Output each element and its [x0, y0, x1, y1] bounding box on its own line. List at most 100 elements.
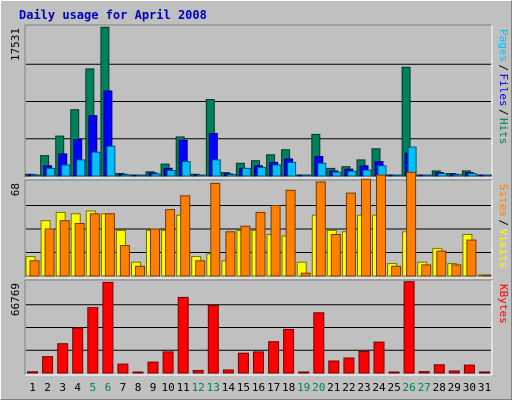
- bar-kbytes-day-16: [253, 351, 264, 374]
- bar-kbytes-day-24: [373, 341, 385, 374]
- bar-sites-day-18: [285, 189, 296, 277]
- bar-kbytes-day-2: [42, 356, 54, 374]
- day-label-12: 12: [192, 381, 205, 394]
- bar-pages-day-27: [422, 174, 432, 177]
- bar-sites-day-23: [361, 178, 371, 277]
- bar-pages-day-3: [61, 164, 71, 177]
- bar-pages-day-31: [483, 174, 492, 177]
- bar-sites-day-17: [270, 205, 281, 277]
- bar-kbytes-day-14: [222, 369, 234, 374]
- bar-sites-day-27: [421, 264, 432, 277]
- day-label-13: 13: [207, 381, 220, 394]
- panel-2-side-label-visits: Visits: [497, 229, 510, 269]
- bar-sites-day-1: [29, 260, 40, 277]
- bar-pages-day-2: [46, 167, 56, 177]
- panel-2-side-label-sites: Sites: [497, 184, 510, 217]
- bar-kbytes-day-1: [27, 371, 38, 374]
- bar-sites-day-3: [59, 220, 70, 277]
- bar-pages-day-8: [136, 174, 146, 177]
- bar-sites-day-16: [255, 211, 266, 277]
- day-label-10: 10: [161, 381, 174, 394]
- panel-1-side-sep-1: /: [497, 65, 510, 72]
- panel-1-side-sep-2: /: [497, 109, 510, 116]
- bar-pages-day-16: [257, 167, 266, 177]
- bar-sites-day-15: [240, 225, 251, 277]
- bar-kbytes-day-13: [207, 305, 219, 374]
- bar-sites-day-29: [451, 264, 462, 277]
- bar-sites-day-4: [74, 223, 85, 277]
- bar-kbytes-day-19: [298, 371, 310, 374]
- bar-kbytes-day-29: [448, 370, 460, 374]
- day-label-7: 7: [120, 381, 127, 394]
- bar-kbytes-day-21: [328, 360, 340, 374]
- day-label-27: 27: [418, 381, 431, 394]
- day-label-29: 29: [448, 381, 461, 394]
- bar-sites-day-6: [104, 213, 115, 277]
- bar-sites-day-21: [330, 234, 341, 277]
- bar-pages-day-29: [452, 174, 462, 177]
- day-label-1: 1: [29, 381, 36, 394]
- panel-2-side-sep-1: /: [497, 220, 510, 227]
- bar-sites-day-25: [391, 265, 402, 277]
- bar-pages-day-6: [106, 145, 116, 177]
- panel-3-side-label-kbytes: KBytes: [497, 284, 510, 324]
- bar-sites-day-14: [225, 231, 236, 277]
- day-label-2: 2: [44, 381, 51, 394]
- bar-pages-day-22: [347, 170, 357, 177]
- day-label-3: 3: [59, 381, 66, 394]
- bar-sites-day-22: [345, 192, 356, 277]
- bar-pages-day-11: [181, 161, 191, 177]
- day-label-19: 19: [297, 381, 310, 394]
- bar-kbytes-day-30: [463, 364, 475, 374]
- panel-2-max-label: 68: [9, 183, 22, 196]
- bar-sites-day-7: [119, 245, 130, 277]
- bar-kbytes-day-26: [403, 281, 415, 374]
- bar-sites-day-12: [195, 260, 206, 277]
- bar-sites-day-26: [406, 171, 417, 277]
- bar-sites-day-8: [135, 265, 145, 277]
- day-label-31: 31: [478, 381, 491, 394]
- panel-3-max-label: 66769: [9, 283, 22, 316]
- bar-kbytes-day-28: [433, 364, 445, 374]
- bar-sites-day-31: [481, 274, 492, 277]
- day-label-23: 23: [357, 381, 370, 394]
- bar-kbytes-day-27: [418, 371, 430, 374]
- bar-pages-day-10: [166, 170, 176, 177]
- bar-pages-day-7: [121, 174, 131, 177]
- bar-kbytes-day-5: [87, 307, 99, 374]
- day-label-4: 4: [74, 381, 81, 394]
- bar-kbytes-day-17: [268, 341, 280, 374]
- bar-kbytes-day-4: [72, 327, 84, 374]
- day-label-11: 11: [177, 381, 190, 394]
- bar-sites-day-2: [44, 228, 55, 277]
- panel-1-side-label-pages: Pages: [497, 29, 510, 62]
- bar-pages-day-14: [226, 174, 236, 177]
- day-label-14: 14: [222, 381, 236, 394]
- bar-sites-day-5: [89, 213, 100, 277]
- day-label-15: 15: [237, 381, 250, 394]
- bar-kbytes-day-31: [479, 371, 490, 374]
- panel-1-side-label-hits: Hits: [497, 118, 510, 145]
- bar-pages-day-21: [332, 171, 342, 177]
- bar-kbytes-day-7: [117, 363, 129, 374]
- bar-pages-day-30: [467, 173, 477, 177]
- bar-pages-day-15: [241, 167, 251, 177]
- bar-kbytes-day-22: [343, 357, 355, 374]
- bar-kbytes-day-18: [283, 328, 295, 374]
- day-label-5: 5: [89, 381, 96, 394]
- bar-kbytes-day-9: [147, 361, 159, 374]
- bar-pages-day-12: [196, 174, 206, 177]
- bar-kbytes-day-8: [132, 371, 144, 374]
- day-label-9: 9: [150, 381, 157, 394]
- panel-1-max-label: 17531: [9, 28, 22, 61]
- bar-sites-day-20: [315, 181, 326, 277]
- bar-pages-day-28: [437, 173, 447, 177]
- bar-sites-day-9: [150, 228, 160, 277]
- bar-pages-day-5: [91, 151, 101, 177]
- bar-pages-day-20: [317, 162, 327, 177]
- day-label-6: 6: [105, 381, 112, 394]
- panel-1-side-label-files: Files: [497, 74, 510, 107]
- bar-sites-day-28: [436, 250, 447, 277]
- bar-kbytes-day-15: [237, 352, 249, 374]
- bar-pages-day-23: [362, 169, 372, 177]
